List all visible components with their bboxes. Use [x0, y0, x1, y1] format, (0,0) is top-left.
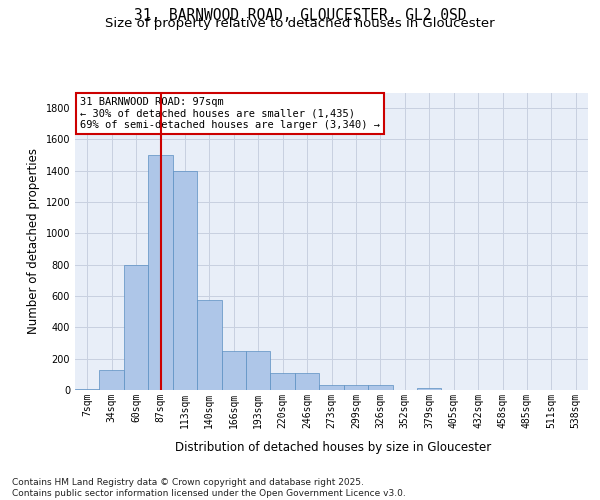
Bar [197, 300, 221, 390]
Bar [319, 384, 344, 390]
Bar [173, 171, 197, 390]
Bar [344, 386, 368, 390]
Bar [368, 386, 392, 390]
Text: Distribution of detached houses by size in Gloucester: Distribution of detached houses by size … [175, 441, 491, 454]
Bar [124, 264, 148, 390]
Bar [417, 388, 442, 390]
Bar [221, 351, 246, 390]
Bar [246, 351, 271, 390]
Text: 31, BARNWOOD ROAD, GLOUCESTER, GL2 0SD: 31, BARNWOOD ROAD, GLOUCESTER, GL2 0SD [134, 8, 466, 22]
Bar [295, 373, 319, 390]
Y-axis label: Number of detached properties: Number of detached properties [27, 148, 40, 334]
Bar [271, 373, 295, 390]
Text: Contains HM Land Registry data © Crown copyright and database right 2025.
Contai: Contains HM Land Registry data © Crown c… [12, 478, 406, 498]
Bar [75, 389, 100, 390]
Bar [148, 155, 173, 390]
Bar [100, 370, 124, 390]
Text: Size of property relative to detached houses in Gloucester: Size of property relative to detached ho… [105, 18, 495, 30]
Text: 31 BARNWOOD ROAD: 97sqm
← 30% of detached houses are smaller (1,435)
69% of semi: 31 BARNWOOD ROAD: 97sqm ← 30% of detache… [80, 97, 380, 130]
